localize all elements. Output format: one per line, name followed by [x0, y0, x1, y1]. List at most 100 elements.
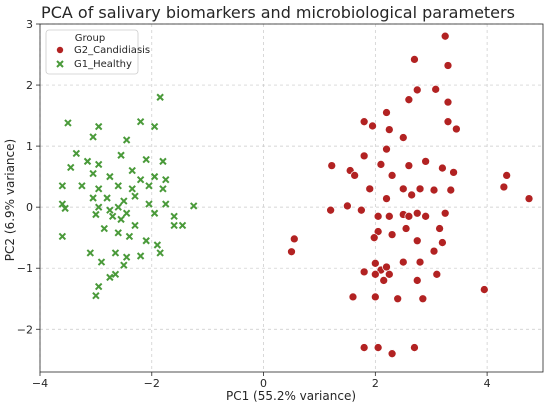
point-g1-healthy [94, 185, 103, 193]
point-g2-candidiasis [418, 294, 428, 304]
point-g1-healthy [58, 232, 67, 241]
y-tick-label: −1 [17, 262, 33, 275]
point-g2-candidiasis [398, 133, 408, 142]
point-g2-candidiasis [410, 55, 419, 64]
point-g1-healthy [170, 221, 178, 230]
point-g1-healthy [136, 252, 145, 260]
point-g2-candidiasis [359, 267, 369, 277]
point-g1-healthy [162, 200, 170, 208]
point-g2-candidiasis [393, 294, 403, 304]
point-g1-healthy [145, 182, 153, 190]
point-g1-healthy [153, 241, 162, 249]
point-g2-candidiasis [359, 151, 369, 161]
x-axis-ticks: −4 −2 0 2 4 [32, 372, 491, 390]
point-g1-healthy [162, 175, 170, 184]
data-points [58, 31, 534, 359]
grid-lines [39, 23, 543, 372]
point-g1-healthy [92, 210, 100, 219]
point-g2-candidiasis [327, 161, 337, 170]
point-g2-candidiasis [370, 292, 380, 302]
point-g1-healthy [136, 117, 145, 126]
point-g1-healthy [150, 172, 159, 181]
point-g2-candidiasis [435, 224, 444, 233]
point-g1-healthy [78, 182, 86, 190]
point-g2-candidiasis [401, 224, 411, 233]
point-g2-candidiasis [370, 269, 380, 279]
point-g1-healthy [136, 175, 145, 184]
point-g2-candidiasis [369, 233, 379, 243]
point-g2-candidiasis [398, 257, 408, 267]
point-g2-candidiasis [373, 227, 383, 236]
point-g1-healthy [142, 155, 150, 164]
point-g2-candidiasis [438, 238, 447, 247]
point-g2-candidiasis [479, 285, 489, 294]
point-g1-healthy [114, 229, 122, 237]
point-g1-healthy [150, 209, 159, 217]
point-g2-candidiasis [384, 211, 394, 221]
point-g2-candidiasis [407, 190, 417, 200]
point-g2-candidiasis [387, 349, 397, 359]
point-g1-healthy [122, 253, 131, 261]
point-g2-candidiasis [429, 246, 439, 256]
point-g2-candidiasis [412, 208, 422, 218]
point-g1-healthy [97, 258, 106, 266]
x-tick-label: 0 [260, 377, 267, 390]
point-g1-healthy [111, 249, 120, 257]
point-g2-candidiasis [449, 168, 458, 177]
point-g2-candidiasis [348, 292, 358, 302]
plot-frame [39, 23, 544, 373]
point-g2-candidiasis [412, 85, 422, 95]
point-g2-candidiasis [446, 185, 456, 195]
point-g1-healthy [94, 282, 103, 291]
point-g2-candidiasis [412, 276, 422, 285]
point-g1-healthy [159, 185, 167, 193]
point-g2-candidiasis [382, 108, 391, 117]
point-g1-healthy [64, 119, 72, 127]
point-g2-candidiasis [376, 160, 386, 169]
point-g2-candidiasis [415, 184, 425, 194]
point-g1-healthy [156, 249, 164, 257]
point-g2-candidiasis [350, 171, 360, 180]
point-g1-healthy [89, 133, 97, 141]
point-g1-healthy [178, 221, 187, 230]
point-g1-healthy [131, 192, 139, 200]
point-g1-healthy [103, 194, 111, 202]
legend-candidiasis-marker [56, 46, 64, 54]
point-g2-candidiasis [502, 171, 512, 180]
y-tick-label: −2 [17, 323, 33, 336]
legend-candidiasis-label: G2_Candidiasis [74, 45, 150, 56]
point-g1-healthy [111, 270, 120, 279]
y-tick-label: 0 [26, 201, 33, 214]
point-g1-healthy [58, 182, 67, 190]
point-g1-healthy [108, 212, 117, 221]
point-g2-candidiasis [499, 182, 509, 192]
legend-healthy-label: G1_Healthy [74, 59, 132, 70]
legend: Group G2_Candidiasis G1_Healthy [45, 29, 150, 75]
point-g2-candidiasis [373, 211, 383, 221]
point-g1-healthy [89, 194, 97, 202]
point-g2-candidiasis [421, 157, 430, 166]
point-g2-candidiasis [412, 236, 422, 246]
point-g2-candidiasis [432, 269, 442, 279]
point-g2-candidiasis [326, 205, 335, 215]
point-g1-healthy [94, 160, 103, 169]
x-tick-label: −4 [32, 377, 48, 390]
point-g2-candidiasis [440, 31, 450, 41]
point-g2-candidiasis [382, 262, 391, 272]
point-g1-healthy [145, 200, 153, 208]
point-g1-healthy [122, 209, 131, 217]
point-g1-healthy [58, 200, 67, 208]
point-g2-candidiasis [443, 61, 453, 70]
point-g2-candidiasis [440, 208, 450, 218]
point-g2-candidiasis [384, 125, 394, 134]
point-g2-candidiasis [443, 117, 453, 127]
point-g1-healthy [150, 122, 159, 131]
point-g1-healthy [61, 204, 69, 213]
point-g2-candidiasis [452, 124, 461, 134]
y-tick-label: 1 [26, 140, 33, 153]
point-g2-candidiasis [387, 171, 397, 180]
point-g1-healthy [142, 237, 150, 245]
point-g2-candidiasis [431, 84, 441, 94]
point-g1-healthy [131, 221, 139, 230]
point-g2-candidiasis [410, 343, 419, 352]
